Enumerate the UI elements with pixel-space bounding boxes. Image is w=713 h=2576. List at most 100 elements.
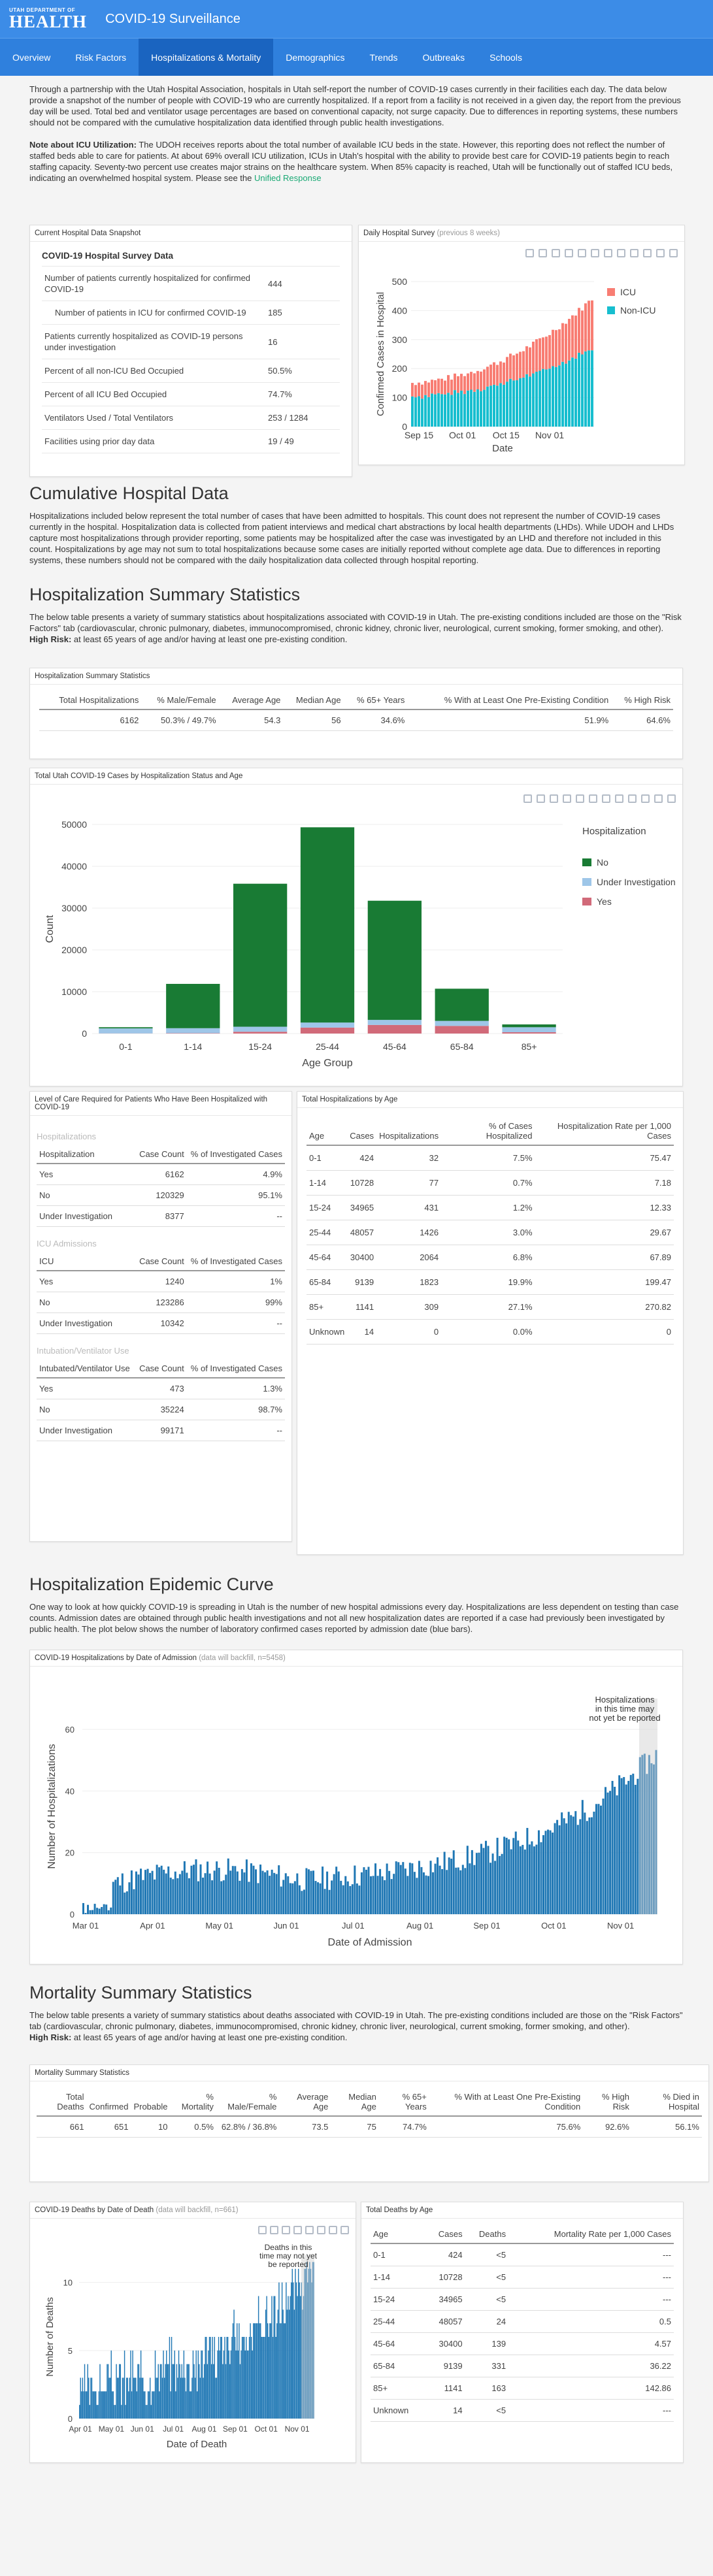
table-header[interactable]: Age xyxy=(307,1117,348,1146)
plotly-logo-icon[interactable] xyxy=(669,249,678,257)
spike-icon[interactable] xyxy=(643,249,652,257)
udoh-logo[interactable]: UTAH DEPARTMENT OF HEALTH xyxy=(9,7,87,31)
unified-response-link[interactable]: Unified Response xyxy=(254,173,322,183)
zoom-in-icon[interactable] xyxy=(317,2226,325,2234)
table-header[interactable]: % 65+ Years xyxy=(343,691,408,710)
table-header[interactable]: Cases xyxy=(347,1117,377,1146)
legend-label[interactable]: ICU xyxy=(620,287,636,297)
table-header[interactable]: Hospitalizations xyxy=(376,1117,442,1146)
legend-swatch[interactable] xyxy=(607,306,615,314)
daily-survey-chart[interactable]: 0 100 200 300 400 500 Sep 15 Oct 01 Oct 15 Nov 01… xyxy=(359,242,684,465)
lasso-icon[interactable] xyxy=(578,249,586,257)
table-header[interactable]: Case Count xyxy=(136,1252,187,1271)
bar xyxy=(169,2337,171,2419)
table-header[interactable]: Total Deaths xyxy=(37,2088,87,2117)
table-header[interactable]: Average Age xyxy=(218,691,284,710)
camera-icon[interactable] xyxy=(258,2226,267,2234)
legend-swatch[interactable] xyxy=(582,898,591,905)
table-header[interactable]: Deaths xyxy=(465,2225,509,2244)
table-header[interactable]: Total Hospitalizations xyxy=(39,691,142,710)
home-icon[interactable] xyxy=(628,794,637,803)
table-header[interactable]: % Died in Hospital xyxy=(631,2088,702,2117)
table-header[interactable]: % High Risk xyxy=(611,691,673,710)
plotly-logo-icon[interactable] xyxy=(667,794,676,803)
table-header[interactable]: % of Investigated Cases xyxy=(186,1252,285,1271)
camera-icon[interactable] xyxy=(523,794,532,803)
legend-label[interactable]: No xyxy=(597,857,608,868)
age-status-chart[interactable]: 0 10000 20000 30000 40000 50000 0-1 1-14 15-24 25… xyxy=(30,785,682,1086)
table-header[interactable]: Average Age xyxy=(279,2088,331,2117)
zoom-icon[interactable] xyxy=(539,249,547,257)
legend-swatch[interactable] xyxy=(582,878,591,886)
legend-label[interactable]: Non-ICU xyxy=(620,305,655,316)
table-header[interactable]: Case Count xyxy=(136,1360,187,1378)
modebar[interactable] xyxy=(258,2226,349,2234)
table-header[interactable]: % of Investigated Cases xyxy=(186,1360,285,1378)
nav-trends[interactable]: Trends xyxy=(369,52,398,63)
pan-icon[interactable] xyxy=(293,2226,302,2234)
table-header[interactable]: % Male/Female xyxy=(216,2088,280,2117)
compare-icon[interactable] xyxy=(654,794,663,803)
plus-icon[interactable] xyxy=(550,794,558,803)
bar xyxy=(439,1865,441,1914)
bar-icu xyxy=(578,308,580,353)
nav-hospitalizations-mortality[interactable]: Hospitalizations & Mortality xyxy=(139,39,274,76)
table-header[interactable]: Mortality Rate per 1,000 Cases xyxy=(508,2225,674,2244)
table-header[interactable]: % of Cases Hospitalized xyxy=(441,1117,535,1146)
lasso-icon[interactable] xyxy=(576,794,584,803)
spike-icon[interactable] xyxy=(641,794,650,803)
nav-risk-factors[interactable]: Risk Factors xyxy=(75,52,127,63)
table-header[interactable]: Cases xyxy=(425,2225,465,2244)
table-header[interactable]: Median Age xyxy=(283,691,344,710)
pan-icon[interactable] xyxy=(563,794,571,803)
table-header[interactable]: ICU xyxy=(37,1252,136,1271)
nav-outbreaks[interactable]: Outbreaks xyxy=(422,52,465,63)
legend-label[interactable]: Under Investigation xyxy=(597,877,676,887)
table-header[interactable]: Confirmed xyxy=(86,2088,131,2117)
table-header[interactable]: Age xyxy=(371,2225,426,2244)
table-header[interactable]: Hospitalization xyxy=(37,1145,136,1164)
table-header[interactable]: % With at Least One Pre-Existing Conditi… xyxy=(407,691,612,710)
plus-icon[interactable] xyxy=(552,249,560,257)
bar xyxy=(114,2405,116,2419)
legend-swatch[interactable] xyxy=(607,288,615,296)
home-icon[interactable] xyxy=(630,249,638,257)
modebar[interactable] xyxy=(523,794,676,803)
table-header[interactable]: % 65+ Years xyxy=(378,2088,429,2117)
table-header[interactable]: Median Age xyxy=(331,2088,379,2117)
pan-icon[interactable] xyxy=(565,249,573,257)
bar-icu xyxy=(591,300,593,351)
zoom-in-icon[interactable] xyxy=(589,794,597,803)
table-header[interactable]: Probable xyxy=(131,2088,171,2117)
zoom-icon[interactable] xyxy=(270,2226,278,2234)
table-header[interactable]: Hospitalization Rate per 1,000 Cases xyxy=(535,1117,674,1146)
table-header[interactable]: % High Risk xyxy=(583,2088,632,2117)
zoom-icon[interactable] xyxy=(537,794,545,803)
table-header[interactable]: % of Investigated Cases xyxy=(186,1145,285,1164)
home-icon[interactable] xyxy=(340,2226,349,2234)
zoom-in-icon[interactable] xyxy=(591,249,599,257)
autoscale-icon[interactable] xyxy=(615,794,623,803)
table-header[interactable]: Case Count xyxy=(136,1145,187,1164)
table-header[interactable]: % With at Least One Pre-Existing Conditi… xyxy=(429,2088,584,2117)
plus-icon[interactable] xyxy=(282,2226,290,2234)
camera-icon[interactable] xyxy=(525,249,534,257)
table-header[interactable]: Intubated/Ventilator Use xyxy=(37,1360,136,1378)
zoom-out-icon[interactable] xyxy=(602,794,610,803)
nav-demographics[interactable]: Demographics xyxy=(286,52,345,63)
modebar[interactable] xyxy=(525,249,678,257)
table-header[interactable]: % Male/Female xyxy=(141,691,219,710)
legend-swatch[interactable] xyxy=(582,858,591,866)
nav-overview[interactable]: Overview xyxy=(12,52,51,63)
lasso-icon[interactable] xyxy=(305,2226,314,2234)
legend-label[interactable]: Yes xyxy=(597,896,612,907)
nav-schools[interactable]: Schools xyxy=(489,52,522,63)
bar xyxy=(158,2364,159,2419)
zoom-out-icon[interactable] xyxy=(604,249,612,257)
compare-icon[interactable] xyxy=(656,249,665,257)
table-header[interactable]: % Mortality xyxy=(170,2088,216,2117)
zoom-out-icon[interactable] xyxy=(329,2226,337,2234)
autoscale-icon[interactable] xyxy=(617,249,625,257)
